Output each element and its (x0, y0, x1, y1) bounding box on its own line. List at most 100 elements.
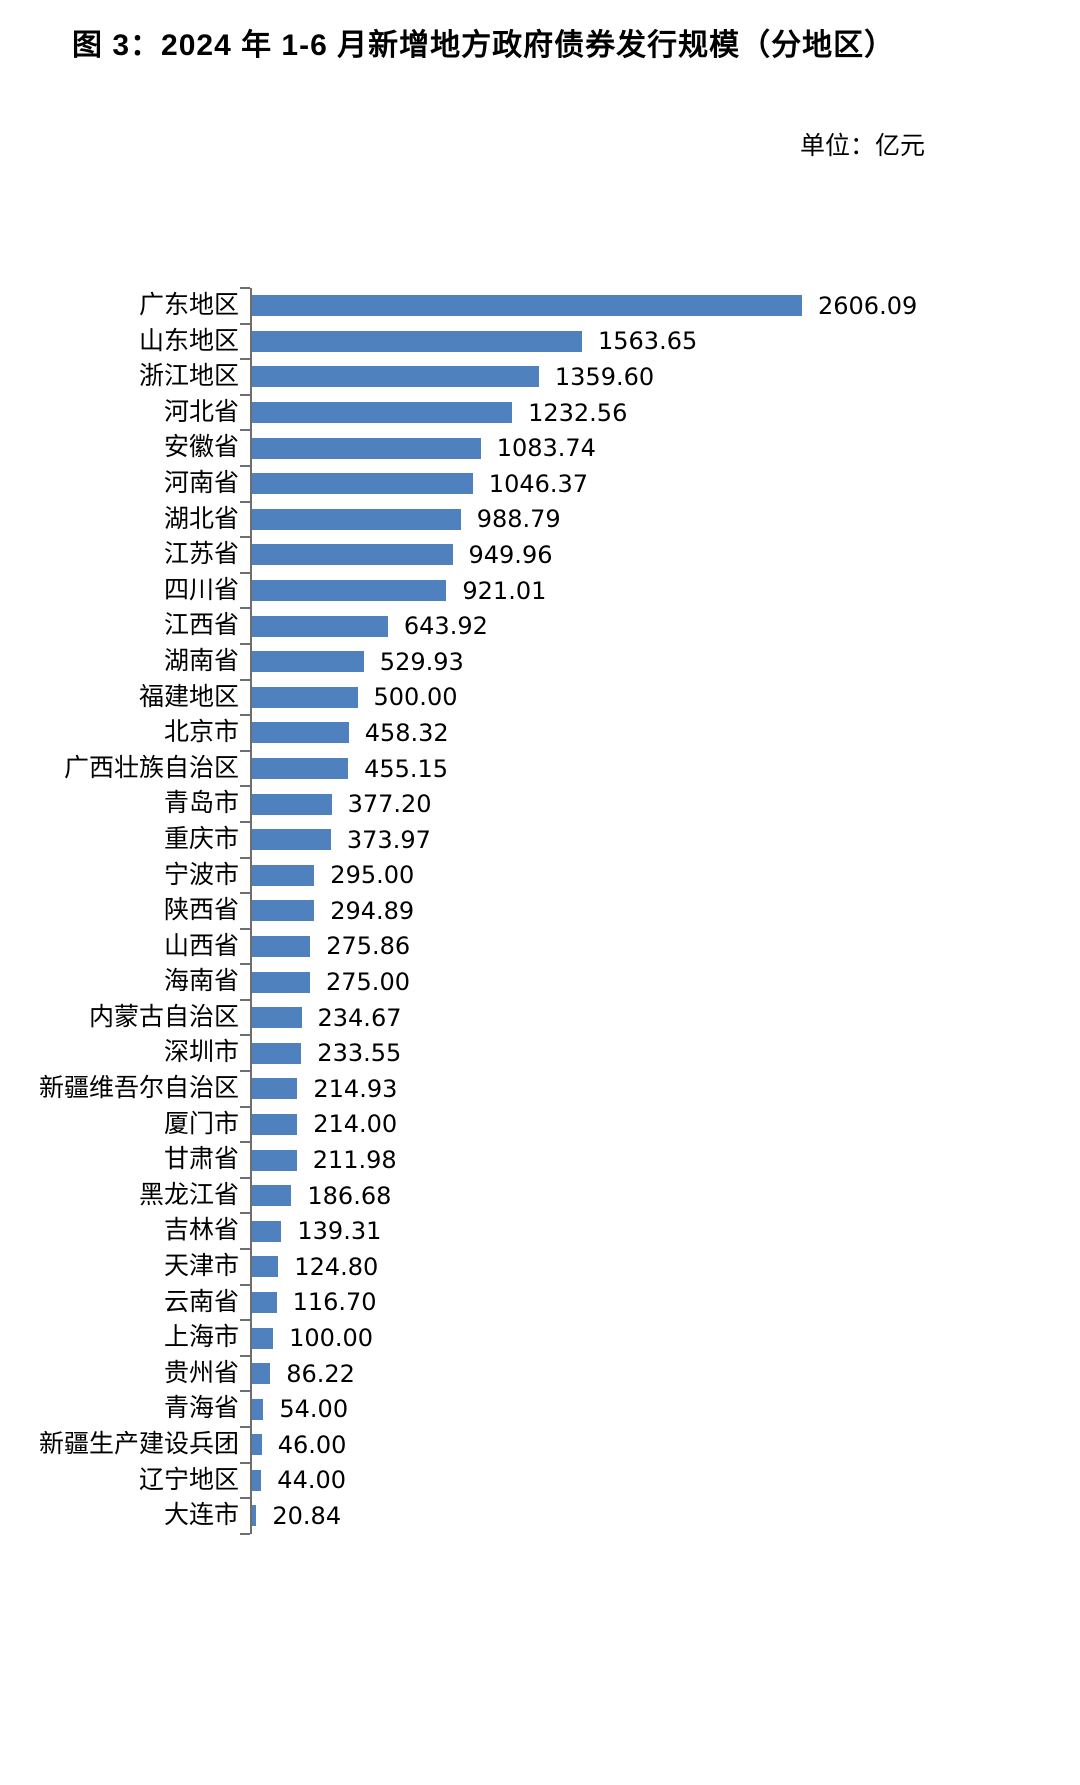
value-label: 86.22 (286, 1359, 355, 1388)
category-label: 江苏省 (163, 541, 239, 569)
value-label: 214.93 (313, 1074, 398, 1103)
bar (252, 1078, 298, 1100)
value-label: 500.00 (373, 683, 458, 712)
chart-row: 辽宁地区 44.00 (0, 1461, 1080, 1499)
category-label: 甘肃省 (163, 1146, 239, 1174)
bar (252, 544, 453, 566)
chart-row: 河南省 1046.37 (0, 464, 1080, 502)
value-label: 214.00 (313, 1110, 398, 1139)
bar (252, 1007, 302, 1029)
value-label: 275.86 (326, 932, 411, 961)
chart-row: 上海市 100.00 (0, 1319, 1080, 1356)
category-label: 青岛市 (163, 790, 239, 818)
bar (252, 722, 349, 744)
bar (252, 1113, 298, 1135)
chart-row: 江西省 643.92 (0, 607, 1080, 644)
chart-row: 福建地区 500.00 (0, 678, 1080, 716)
value-label: 377.20 (347, 790, 432, 819)
category-label: 辽宁地区 (138, 1466, 239, 1494)
category-label: 吉林省 (163, 1217, 239, 1245)
category-label: 山东地区 (138, 327, 239, 355)
value-label: 1083.74 (496, 434, 596, 463)
bar (252, 580, 447, 602)
bar-area: 211.98 (240, 1141, 1080, 1178)
bar-area: 20.84 (240, 1497, 1080, 1535)
bar-area: 377.20 (240, 785, 1080, 822)
bar-area: 116.70 (240, 1283, 1080, 1321)
chart-row: 贵州省 86.22 (0, 1354, 1080, 1392)
category-label: 新疆维吾尔自治区 (38, 1075, 239, 1103)
chart-row: 深圳市 233.55 (0, 1034, 1080, 1072)
bar-area: 643.92 (240, 607, 1080, 644)
bar (252, 1505, 257, 1527)
category-label: 四川省 (163, 576, 239, 604)
value-label: 1359.60 (554, 362, 655, 391)
value-label: 46.00 (277, 1430, 347, 1459)
value-label: 116.70 (292, 1288, 377, 1317)
value-label: 2606.09 (818, 291, 918, 320)
bar (252, 1149, 297, 1171)
bar (252, 473, 473, 495)
bar (252, 971, 310, 993)
value-label: 233.55 (317, 1039, 402, 1068)
chart-row: 黑龙江省 186.68 (0, 1176, 1080, 1214)
bar-area: 500.00 (240, 678, 1080, 716)
bar-area: 124.80 (240, 1248, 1080, 1285)
bar-area: 46.00 (240, 1426, 1080, 1463)
bar (252, 1185, 292, 1207)
value-label: 458.32 (364, 718, 449, 747)
chart-row: 内蒙古自治区 234.67 (0, 998, 1080, 1036)
bar-area: 234.67 (240, 998, 1080, 1036)
bar-chart-rows: 广东地区 2606.09 山东地区 1563.65 浙江地区 1359.60 河北省 1232… (0, 287, 1080, 1535)
bar-area: 100.00 (240, 1319, 1080, 1356)
bar-area: 373.97 (240, 820, 1080, 858)
chart-row: 宁波市 295.00 (0, 856, 1080, 894)
bar-area: 455.15 (240, 749, 1080, 787)
chart-row: 山西省 275.86 (0, 927, 1080, 965)
chart-row: 湖南省 529.93 (0, 642, 1080, 680)
category-label: 河北省 (163, 398, 239, 426)
category-label: 安徽省 (163, 434, 239, 462)
bar-chart: 广东地区 2606.09 山东地区 1563.65 浙江地区 1359.60 河北省 1232… (0, 287, 1080, 1535)
chart-row: 重庆市 373.97 (0, 820, 1080, 858)
bar (252, 793, 332, 815)
bar (252, 758, 349, 780)
category-label: 贵州省 (163, 1359, 239, 1387)
category-label: 江西省 (163, 612, 239, 640)
category-label: 海南省 (163, 968, 239, 996)
bar-area: 1046.37 (240, 464, 1080, 502)
value-label: 921.01 (462, 576, 547, 605)
bar-area: 186.68 (240, 1176, 1080, 1214)
bar-area: 44.00 (240, 1461, 1080, 1499)
chart-title: 图 3：2024 年 1-6 月新增地方政府债券发行规模（分地区） (72, 29, 896, 62)
bar-area: 294.89 (240, 892, 1080, 929)
chart-row: 青岛市 377.20 (0, 785, 1080, 822)
value-label: 295.00 (330, 861, 415, 890)
bar-area: 1083.74 (240, 429, 1080, 466)
value-label: 1046.37 (488, 469, 589, 498)
bar-area: 1232.56 (240, 393, 1080, 431)
category-label: 内蒙古自治区 (88, 1003, 239, 1031)
bar-area: 921.01 (240, 571, 1080, 609)
chart-row: 海南省 275.00 (0, 963, 1080, 1000)
bar (252, 864, 315, 886)
chart-row: 青海省 54.00 (0, 1390, 1080, 1427)
bar-area: 214.00 (240, 1105, 1080, 1143)
bar-area: 949.96 (240, 536, 1080, 573)
bar (252, 1469, 262, 1491)
value-label: 1563.65 (598, 327, 698, 356)
bar (252, 366, 539, 388)
bar-area: 458.32 (240, 714, 1080, 751)
chart-row: 厦门市 214.00 (0, 1105, 1080, 1143)
value-label: 139.31 (297, 1217, 382, 1246)
bar (252, 651, 364, 673)
bar-area: 2606.09 (240, 287, 1080, 324)
chart-row: 天津市 124.80 (0, 1248, 1080, 1285)
bar-area: 86.22 (240, 1354, 1080, 1392)
bar (252, 686, 358, 708)
bar (252, 1434, 262, 1456)
bar (252, 1363, 271, 1385)
bar (252, 1220, 282, 1242)
bar (252, 402, 513, 424)
value-label: 275.00 (326, 968, 410, 997)
